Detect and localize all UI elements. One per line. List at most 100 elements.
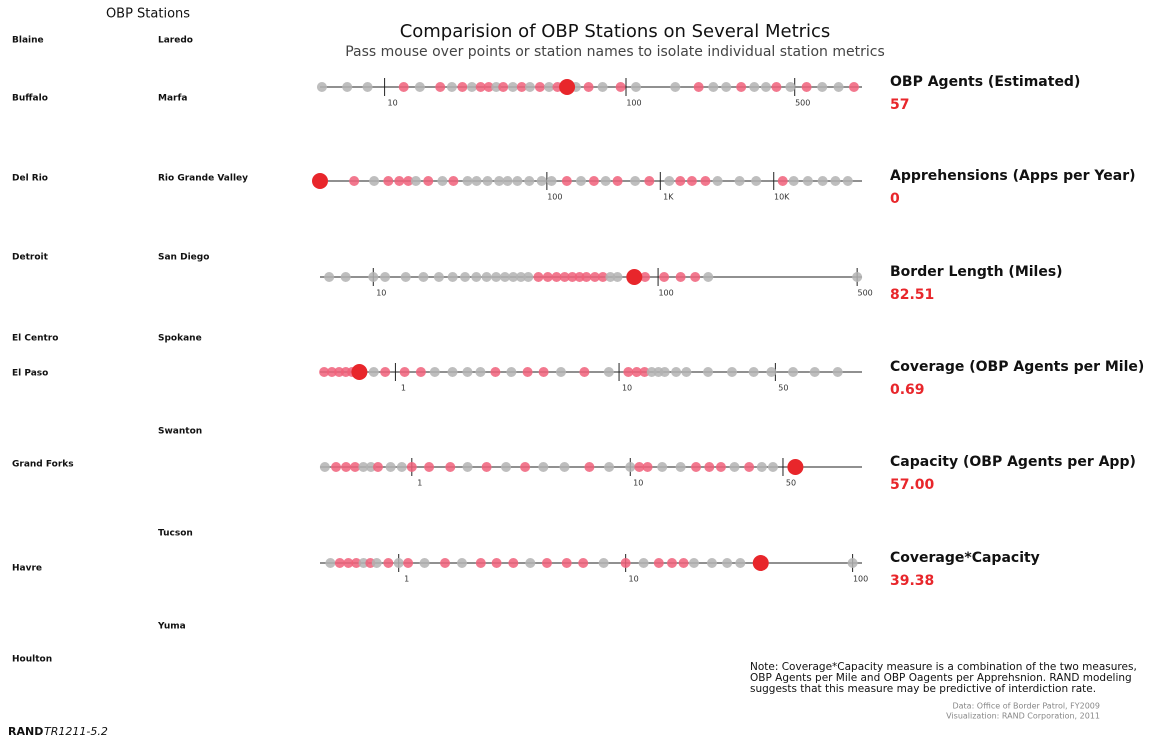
station-dot[interactable]	[372, 462, 383, 472]
station-dot[interactable]	[380, 272, 391, 282]
station-dot[interactable]	[653, 558, 664, 568]
station-name[interactable]: Marfa	[158, 94, 187, 104]
station-dot[interactable]	[324, 272, 335, 282]
station-dot[interactable]	[326, 367, 337, 377]
station-dot[interactable]	[385, 462, 396, 472]
station-dot[interactable]	[722, 558, 733, 568]
station-dot[interactable]	[801, 82, 812, 92]
station-dot[interactable]	[541, 558, 552, 568]
station-dot[interactable]	[771, 82, 782, 92]
station-dot[interactable]	[483, 82, 494, 92]
station-dot[interactable]	[598, 558, 609, 568]
station-dot[interactable]	[691, 462, 702, 472]
station-dot[interactable]	[369, 176, 380, 186]
station-dot[interactable]	[462, 462, 473, 472]
station-dot[interactable]	[508, 558, 519, 568]
selected-dot[interactable]	[351, 364, 368, 380]
station-name[interactable]: Blaine	[12, 36, 44, 46]
station-dot[interactable]	[551, 272, 562, 282]
station-dot[interactable]	[424, 462, 435, 472]
station-dot[interactable]	[734, 176, 745, 186]
station-dot[interactable]	[817, 82, 828, 92]
station-dot[interactable]	[534, 82, 545, 92]
station-dot[interactable]	[847, 558, 858, 568]
station-dot[interactable]	[688, 558, 699, 568]
station-dot[interactable]	[440, 558, 451, 568]
station-dot[interactable]	[664, 176, 675, 186]
station-dot[interactable]	[605, 272, 616, 282]
station-dot[interactable]	[559, 272, 570, 282]
station-dot[interactable]	[481, 272, 492, 282]
station-dot[interactable]	[690, 272, 701, 282]
station-dot[interactable]	[555, 367, 566, 377]
station-dot[interactable]	[457, 82, 468, 92]
station-dot[interactable]	[561, 558, 572, 568]
station-dot[interactable]	[419, 558, 430, 568]
station-dot[interactable]	[410, 176, 421, 186]
station-dot[interactable]	[735, 558, 746, 568]
station-dot[interactable]	[766, 367, 777, 377]
station-dot[interactable]	[499, 272, 510, 282]
station-dot[interactable]	[615, 82, 626, 92]
station-dot[interactable]	[398, 82, 409, 92]
station-name[interactable]: San Diego	[158, 253, 209, 263]
station-dot[interactable]	[383, 558, 394, 568]
station-dot[interactable]	[706, 558, 717, 568]
station-dot[interactable]	[802, 176, 813, 186]
station-dot[interactable]	[644, 176, 655, 186]
station-dot[interactable]	[832, 367, 843, 377]
station-dot[interactable]	[475, 367, 486, 377]
station-dot[interactable]	[700, 176, 711, 186]
station-dot[interactable]	[659, 367, 670, 377]
station-dot[interactable]	[482, 176, 493, 186]
station-name[interactable]: Detroit	[12, 253, 49, 263]
station-dot[interactable]	[546, 176, 557, 186]
station-dot[interactable]	[423, 176, 434, 186]
station-dot[interactable]	[446, 82, 457, 92]
station-dot[interactable]	[351, 558, 362, 568]
station-dot[interactable]	[736, 82, 747, 92]
station-dot[interactable]	[447, 367, 458, 377]
station-dot[interactable]	[371, 558, 382, 568]
station-dot[interactable]	[365, 462, 376, 472]
station-dot[interactable]	[671, 367, 682, 377]
station-dot[interactable]	[544, 82, 555, 92]
station-dot[interactable]	[319, 367, 330, 377]
station-dot[interactable]	[350, 462, 361, 472]
station-dot[interactable]	[394, 176, 405, 186]
station-dot[interactable]	[538, 367, 549, 377]
station-dot[interactable]	[445, 462, 456, 472]
station-name[interactable]: Yuma	[157, 622, 186, 632]
station-dot[interactable]	[693, 82, 704, 92]
station-dot[interactable]	[567, 272, 578, 282]
station-dot[interactable]	[678, 558, 689, 568]
station-dot[interactable]	[576, 176, 587, 186]
station-dot[interactable]	[777, 176, 788, 186]
station-dot[interactable]	[603, 367, 614, 377]
station-dot[interactable]	[447, 272, 458, 282]
station-dot[interactable]	[512, 176, 523, 186]
station-dot[interactable]	[319, 462, 330, 472]
station-dot[interactable]	[460, 272, 471, 282]
station-dot[interactable]	[516, 82, 527, 92]
station-dot[interactable]	[368, 272, 379, 282]
station-dot[interactable]	[362, 82, 373, 92]
station-dot[interactable]	[708, 82, 719, 92]
station-dot[interactable]	[538, 462, 549, 472]
station-dot[interactable]	[642, 462, 653, 472]
station-dot[interactable]	[842, 176, 853, 186]
station-dot[interactable]	[524, 82, 535, 92]
station-dot[interactable]	[341, 462, 352, 472]
station-dot[interactable]	[406, 462, 417, 472]
station-dot[interactable]	[475, 82, 486, 92]
station-dot[interactable]	[704, 462, 715, 472]
station-dot[interactable]	[600, 176, 611, 186]
station-dot[interactable]	[490, 367, 501, 377]
station-dot[interactable]	[533, 272, 544, 282]
station-dot[interactable]	[581, 272, 592, 282]
station-dot[interactable]	[501, 462, 512, 472]
station-dot[interactable]	[524, 176, 535, 186]
station-dot[interactable]	[448, 176, 459, 186]
station-dot[interactable]	[358, 462, 369, 472]
station-dot[interactable]	[631, 367, 642, 377]
